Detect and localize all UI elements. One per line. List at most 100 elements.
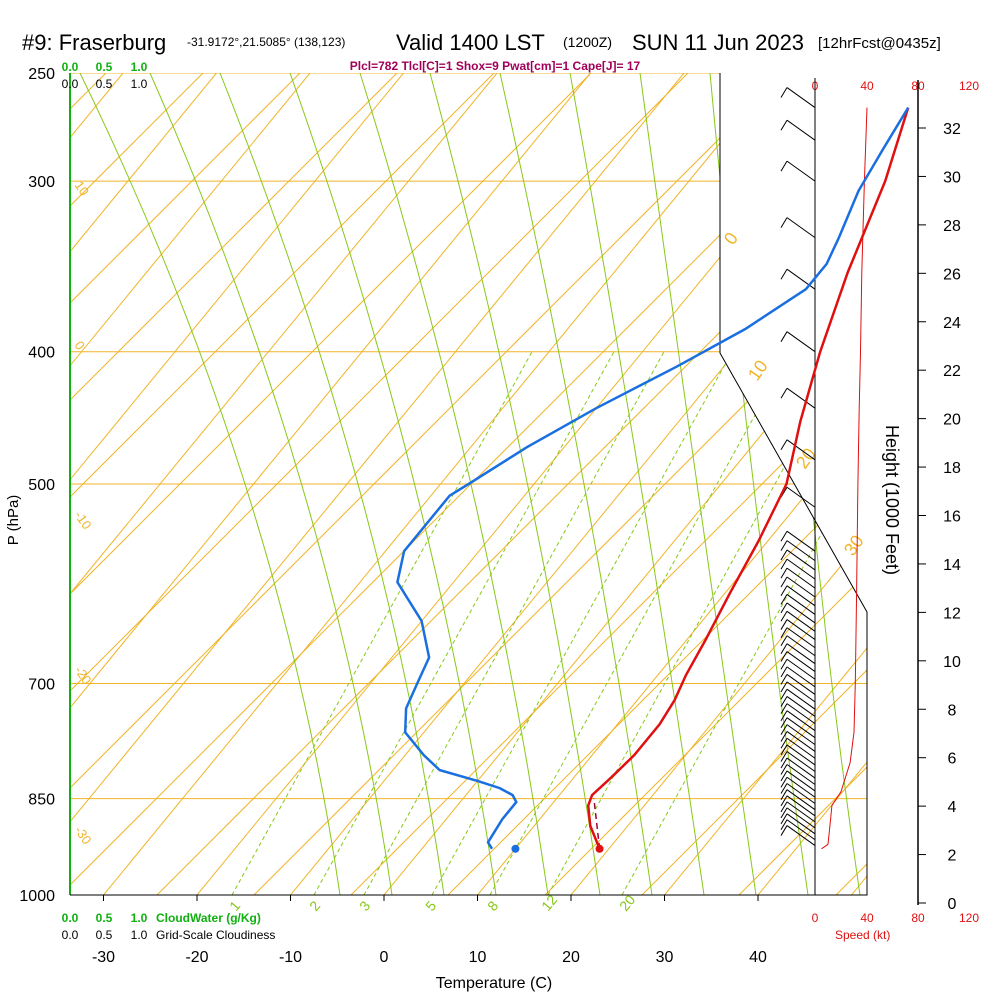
wind-barb (780, 770, 816, 792)
height-tick-label: 12 (943, 605, 961, 622)
wind-barb-staff (786, 801, 816, 823)
wind-barb-staff (786, 627, 816, 649)
wind-barb-staff (786, 602, 816, 624)
isotherm-line (70, 73, 217, 895)
mixing-ratio-line (363, 351, 665, 895)
wind-barb (780, 731, 816, 752)
wind-barb-flag (780, 558, 788, 570)
isotherm-line (103, 73, 778, 895)
wind-barb (780, 795, 816, 817)
wind-barb-flag (780, 696, 788, 707)
wind-barb (780, 530, 816, 552)
cloud-water-label: CloudWater (g/Kg) (156, 911, 261, 925)
dry-adiabat-line (70, 73, 767, 895)
moist-adiabat-line (639, 73, 757, 895)
wind-barb (780, 681, 816, 703)
pressure-tick-label: 250 (28, 66, 55, 83)
height-tick-label: 28 (943, 218, 961, 235)
indices-line: Plcl=782 Tlcl[C]=1 Shox=9 Pwat[cm]=1 Cap… (350, 59, 641, 73)
wind-barb (780, 757, 816, 779)
wind-barb-flag (780, 688, 788, 700)
wind-barb-staff (786, 439, 816, 461)
isotherm-edge-label: 10 (72, 178, 93, 198)
wind-barb-staff (786, 486, 816, 508)
wind-barb-staff (786, 776, 816, 798)
isotherm-line (70, 73, 498, 895)
cloudiness-scale-bottom: 0.0 (62, 928, 79, 942)
wind-barb (780, 619, 816, 640)
wind-barb-flag (780, 783, 788, 794)
dry-adiabat-line (447, 73, 867, 895)
wind-barb-flag (780, 530, 788, 542)
moist-adiabat-line (429, 73, 601, 895)
pressure-tick-label: 700 (28, 677, 55, 694)
wind-barb-staff (786, 724, 816, 746)
wind-barb (780, 87, 816, 108)
wind-barb-flag (780, 217, 788, 228)
wind-barb-staff (786, 160, 816, 182)
parcel-curve (593, 798, 601, 849)
wind-panel (780, 78, 868, 895)
wind-barb-flag (780, 731, 788, 742)
wind-barb-staff (786, 825, 816, 846)
wind-barb-staff (786, 331, 816, 353)
wind-barb-staff (786, 567, 816, 589)
wind-barb-flag (780, 710, 788, 721)
mixing-ratio-line (231, 351, 533, 895)
isotherm-line (945, 73, 1000, 895)
wind-barb-flag (780, 703, 788, 714)
wind-barb (780, 651, 816, 672)
wind-barb (780, 764, 816, 785)
isotherm-line (383, 73, 867, 895)
isotherm-line (70, 73, 591, 895)
dry-adiabat-line (70, 73, 670, 895)
wind-barb (780, 540, 816, 562)
wind-barb-flag (780, 387, 788, 399)
cloudiness-scale-top: 1.0 (131, 77, 148, 91)
temperature-curve (586, 107, 910, 850)
wind-barb-staff (786, 585, 816, 607)
cloudiness-scale-bottom: 0.5 (96, 928, 113, 942)
height-tick-label: 20 (943, 412, 961, 429)
wind-speed-scale-bottom: 0 (812, 911, 819, 925)
wind-barb-flag (780, 795, 788, 807)
dry-adiabat-line (70, 73, 379, 895)
wind-barb (780, 439, 816, 461)
wind-barb-staff (786, 530, 816, 552)
wind-barb-flag (780, 611, 788, 622)
wind-barb-staff (786, 558, 816, 580)
wind-barb-flag (780, 567, 788, 579)
wind-barb-flag (780, 807, 788, 819)
temperature-tick-label: -30 (92, 949, 115, 966)
wind-barb-staff (786, 703, 816, 725)
wind-barb-staff (786, 737, 816, 759)
temperature-tick-label: 0 (380, 949, 389, 966)
wind-barb-flag (780, 439, 788, 451)
station-coords: -31.9172°,21.5085° (138,123) (187, 35, 345, 49)
pressure-tick-label: 850 (28, 792, 55, 809)
wind-barb (780, 549, 816, 571)
height-tick-label: 30 (943, 169, 961, 186)
pressure-tick-label: 1000 (19, 888, 55, 905)
wind-barb (780, 387, 816, 409)
wind-barb-staff (786, 540, 816, 562)
wind-barb-flag (780, 744, 788, 756)
mixing-ratio-label: 2 (306, 898, 323, 914)
wind-barb-staff (786, 549, 816, 571)
mixing-ratio-label: 3 (356, 898, 373, 914)
wind-barb-staff (786, 635, 816, 657)
wind-barb-flag (780, 585, 788, 597)
wind-barb (780, 576, 816, 598)
cloud-water-scale-top: 0.0 (62, 60, 79, 74)
wind-barb-staff (786, 813, 816, 835)
wind-barb-flag (780, 674, 788, 685)
moist-adiabat-line (79, 73, 341, 895)
wind-barb (780, 710, 816, 732)
wind-barb (780, 813, 816, 835)
wind-barb (780, 801, 816, 823)
wind-barb-flag (780, 737, 788, 749)
height-tick-label: 0 (948, 896, 957, 913)
wind-barb-staff (786, 764, 816, 785)
cloudiness-scale-top: 0.5 (96, 77, 113, 91)
